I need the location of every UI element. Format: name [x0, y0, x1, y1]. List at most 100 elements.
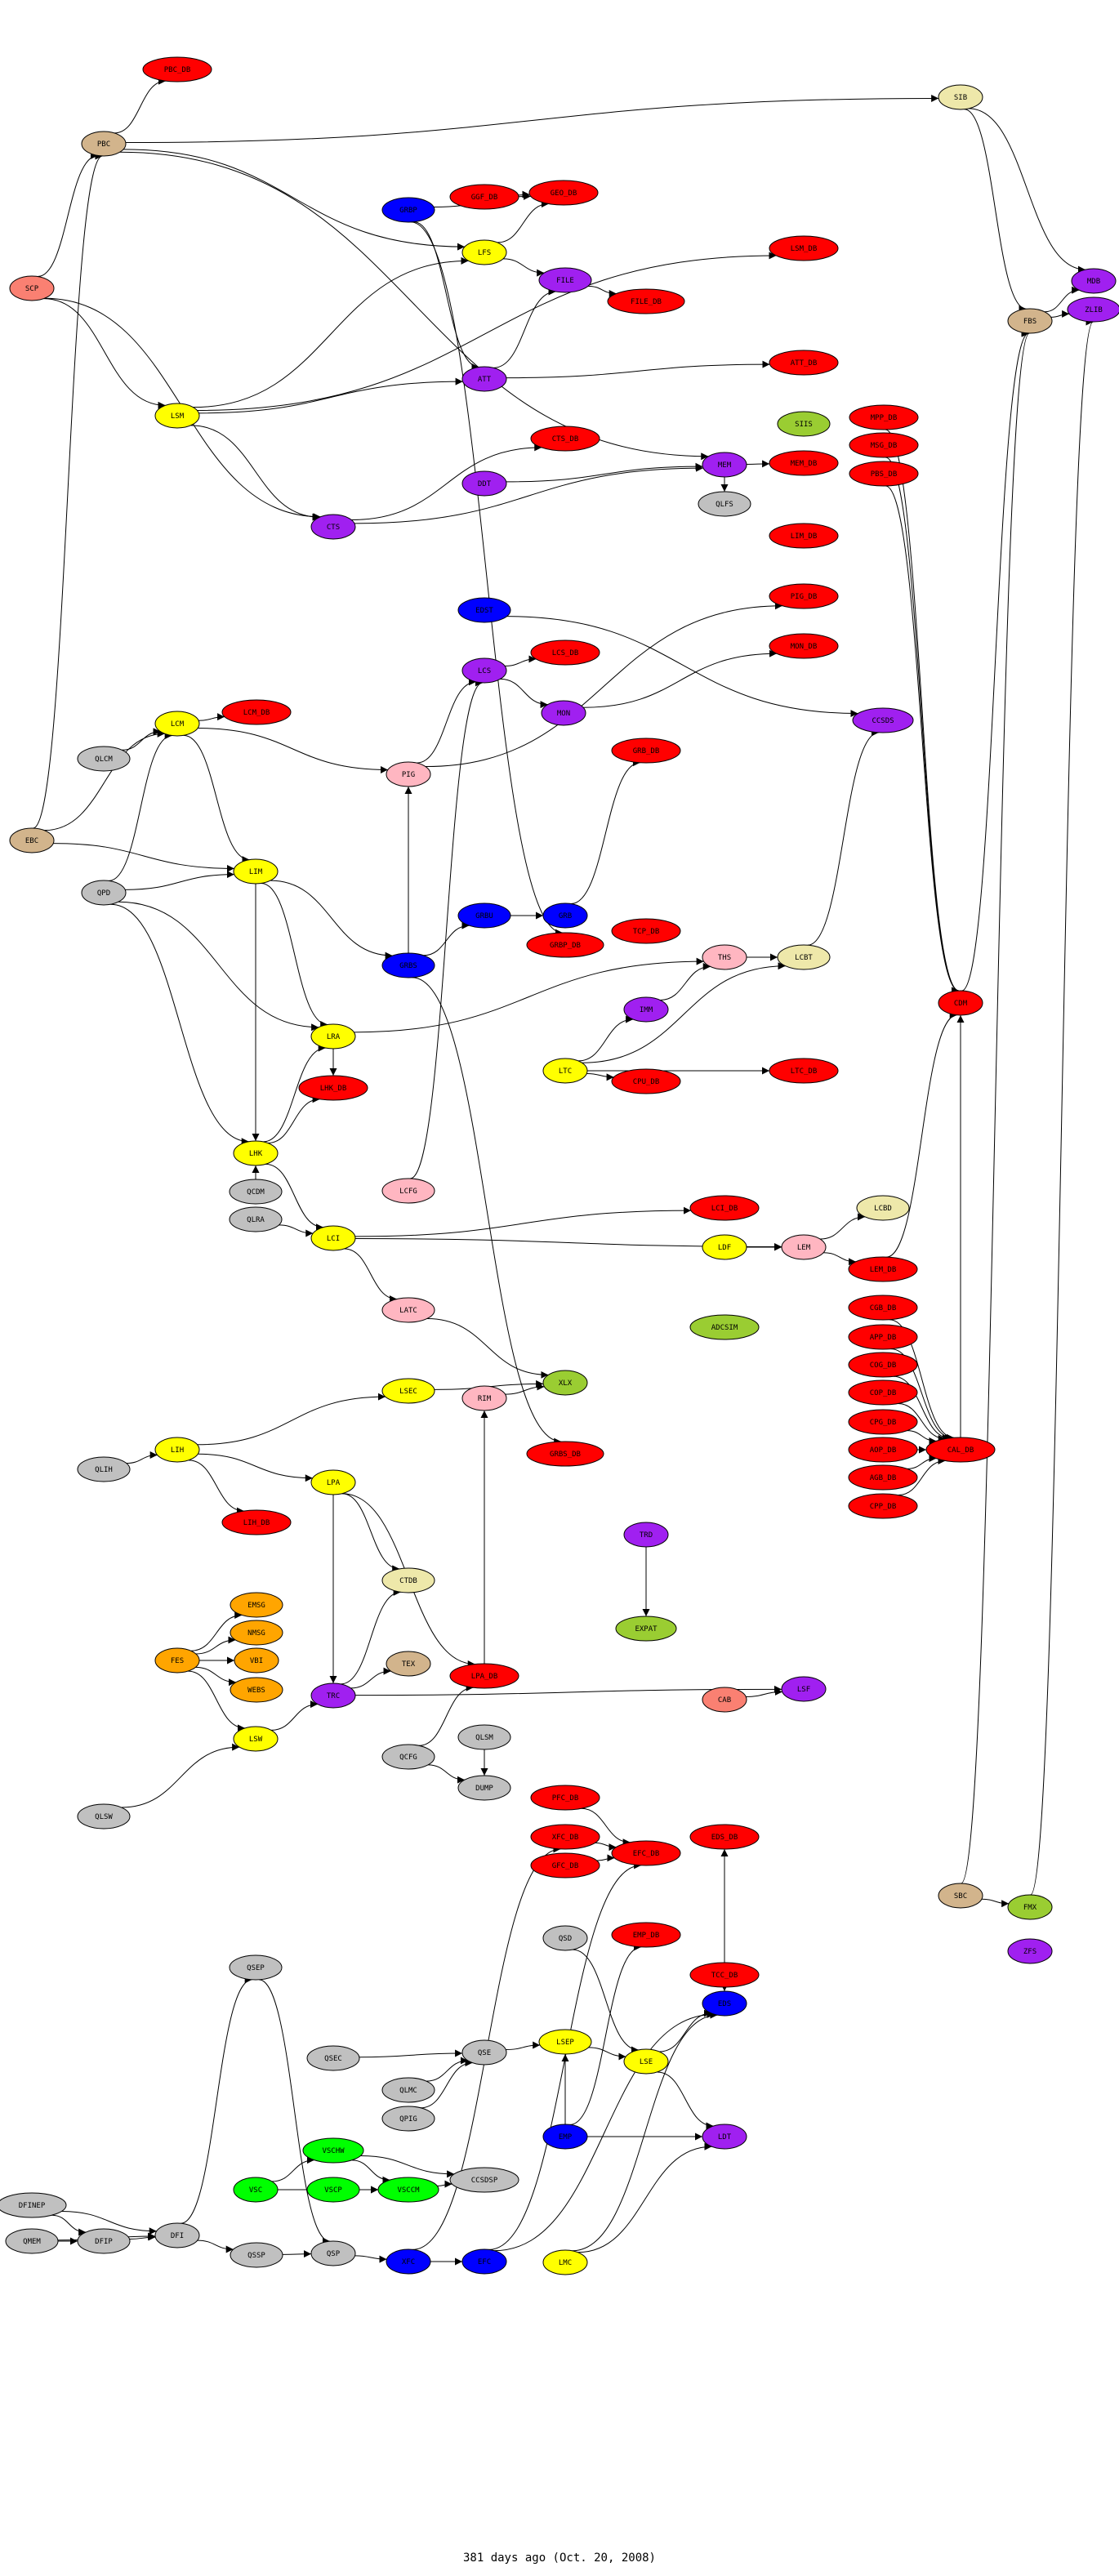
- node-label: TRD: [640, 1531, 653, 1540]
- node-label: LCM_DB: [243, 709, 270, 717]
- node-ellipse: [381, 197, 435, 223]
- edge-ebc-to-pbc: [33, 152, 103, 829]
- node-label: TCP_DB: [633, 928, 660, 936]
- node-label: QLRA: [247, 1216, 265, 1224]
- node-pbs-db: PBS_DB: [849, 461, 919, 487]
- node-label: LCI: [327, 1235, 340, 1243]
- node-label: SIIS: [795, 421, 813, 429]
- edge-sbc-to-fbs: [961, 329, 1030, 1884]
- node-label: GRB_DB: [633, 747, 660, 755]
- node-lmc: LMC: [542, 2249, 588, 2275]
- edge-lhk-to-lhk-db: [267, 1095, 320, 1143]
- node-ellipse: [848, 1464, 918, 1491]
- node-label: EXPAT: [635, 1625, 658, 1633]
- node-ellipse: [689, 1962, 760, 1988]
- node-label: COP_DB: [870, 1389, 897, 1397]
- node-ellipse: [461, 2039, 507, 2066]
- node-ellipse: [848, 1324, 918, 1350]
- node-label: THS: [718, 954, 731, 962]
- node-label: TRC: [327, 1692, 340, 1700]
- node-ellipse: [233, 2177, 279, 2203]
- edge-lci-to-lci-db: [354, 1206, 691, 1237]
- node-ellipse: [769, 450, 839, 476]
- node-pbc: PBC: [81, 131, 127, 157]
- edge-pbc-to-pbc-db: [114, 77, 167, 134]
- node-emp: EMP: [542, 2124, 588, 2150]
- node-ellipse: [81, 131, 127, 157]
- edge-dfinep-to-dfip: [51, 2214, 87, 2236]
- node-label: PFC_DB: [552, 1794, 579, 1803]
- node-ellipse: [530, 1824, 600, 1850]
- node-ellipse: [77, 2228, 131, 2254]
- node-lcfg: LCFG: [381, 1178, 435, 1204]
- node-cog-db: COG_DB: [848, 1352, 918, 1378]
- edge-emp-to-emp-db: [569, 1943, 642, 2125]
- edge-qsp-to-xfc: [354, 2255, 387, 2263]
- node-lci: LCI: [310, 1225, 356, 1251]
- edge-trc-to-tex: [350, 1667, 391, 1689]
- node-qlmc: QLMC: [381, 2077, 435, 2103]
- node-ellipse: [849, 432, 919, 458]
- edge-imm-to-ths: [660, 963, 711, 1001]
- node-cpp-db: CPP_DB: [848, 1493, 918, 1519]
- edge-lsm-to-att: [198, 377, 463, 414]
- edge-lhk-to-lra: [263, 1044, 326, 1143]
- node-ellipse: [457, 597, 511, 623]
- edge-dfi-to-qsep: [181, 1976, 252, 2224]
- node-label: XFC: [402, 2258, 415, 2266]
- node-label: CPU_DB: [633, 1078, 660, 1086]
- node-trd: TRD: [623, 1522, 669, 1548]
- node-ellipse: [457, 1775, 511, 1801]
- node-ellipse: [229, 1954, 283, 1981]
- node-label: FILE: [556, 277, 574, 285]
- edge-grbp-to-att: [413, 221, 479, 371]
- node-aop-db: AOP_DB: [848, 1437, 918, 1463]
- node-label: CTS: [327, 524, 340, 532]
- node-ellipse: [306, 2045, 360, 2071]
- node-label: QSD: [559, 1935, 572, 1943]
- edge-lcfg-to-lcs: [410, 679, 483, 1179]
- node-label: CTDB: [399, 1577, 417, 1585]
- edge-lse-to-ldt: [657, 2071, 714, 2130]
- edge-lsm-to-cts: [190, 425, 320, 521]
- node-ellipse: [229, 1206, 283, 1232]
- node-xfc-db: XFC_DB: [530, 1824, 600, 1850]
- node-ellipse: [856, 1195, 910, 1221]
- edge-cts-to-cts-db: [351, 443, 542, 521]
- node-ellipse: [702, 2124, 747, 2150]
- node-ellipse: [542, 2249, 588, 2275]
- node-label: LHK_DB: [320, 1085, 347, 1093]
- node-label: QLIH: [95, 1466, 113, 1474]
- edge-qlmc-to-qse: [426, 2057, 468, 2082]
- node-label: GRBS_DB: [550, 1451, 581, 1459]
- node-ellipse: [377, 2177, 439, 2203]
- edge-qlih-to-lih: [126, 1451, 158, 1464]
- node-mem: MEM: [702, 452, 747, 478]
- node-label: LSF: [797, 1686, 810, 1694]
- node-ellipse: [702, 452, 747, 478]
- node-ellipse: [0, 2192, 67, 2218]
- edge-agb-db-to-cal-db: [907, 1455, 937, 1469]
- node-ellipse: [154, 403, 200, 429]
- node-label: LHK: [249, 1150, 263, 1158]
- node-ellipse: [310, 1682, 356, 1709]
- node-label: ADCSIM: [711, 1324, 738, 1332]
- node-vsc: VSC: [233, 2177, 279, 2203]
- node-ellipse: [461, 2248, 507, 2275]
- node-ellipse: [221, 699, 292, 725]
- node-label: LPA_DB: [471, 1673, 498, 1681]
- node-ellipse: [777, 944, 831, 970]
- node-ellipse: [234, 1647, 279, 1674]
- node-ellipse: [848, 1379, 918, 1406]
- node-pig-db: PIG_DB: [769, 583, 839, 609]
- node-label: EFC_DB: [633, 1850, 660, 1858]
- node-ellipse: [9, 827, 55, 853]
- node-label: LEM_DB: [870, 1266, 897, 1274]
- node-lfs: LFS: [461, 239, 507, 265]
- node-ths: THS: [702, 944, 747, 970]
- node-ellipse: [611, 1840, 681, 1866]
- node-lpa-db: LPA_DB: [449, 1663, 519, 1689]
- node-ellipse: [310, 1023, 356, 1050]
- edge-qcfg-to-lpa-db: [418, 1683, 474, 1746]
